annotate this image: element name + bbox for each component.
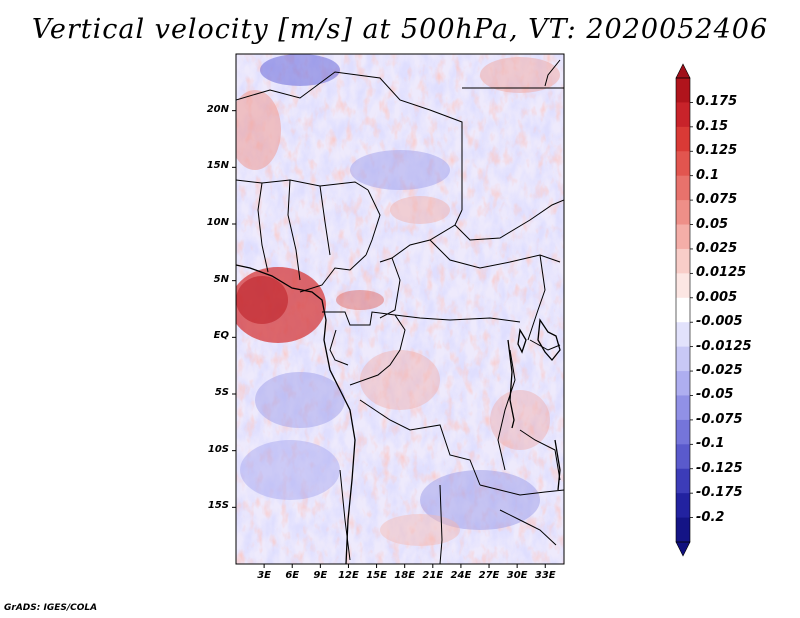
colorbar-label: -0.005 xyxy=(696,314,743,330)
colorbar-label: 0.1 xyxy=(696,167,720,183)
colorbar-label: -0.2 xyxy=(696,509,725,525)
colorbar-label: 0.025 xyxy=(696,240,738,256)
colorbar-frame xyxy=(675,77,691,543)
velocity-field xyxy=(236,54,564,564)
colorbar-segment xyxy=(676,175,690,201)
colorbar-label: 0.05 xyxy=(696,216,729,232)
colorbar-label: -0.0125 xyxy=(696,338,752,354)
colorbar-segment xyxy=(676,346,690,372)
colorbar-segment xyxy=(676,371,690,396)
colorbar-segment xyxy=(676,126,690,152)
country-borders xyxy=(236,59,564,564)
lon-tick-label: 15E xyxy=(366,570,387,581)
map-frame xyxy=(235,53,565,565)
lat-tick-label: 5N xyxy=(213,273,229,285)
lon-tick-label: 24E xyxy=(450,570,472,581)
colorbar-label: -0.125 xyxy=(696,460,743,476)
lon-tick-label: 18E xyxy=(394,570,416,581)
colorbar-segment xyxy=(676,419,690,445)
lon-tick-label: 27E xyxy=(478,570,500,581)
colorbar-label: -0.075 xyxy=(696,411,743,427)
colorbar-label: -0.025 xyxy=(696,363,743,379)
colorbar-bottom-arrow xyxy=(675,541,691,557)
lon-tick-label: 30E xyxy=(506,570,528,581)
colorbar xyxy=(675,63,693,557)
colorbar-segment xyxy=(676,493,690,518)
colorbar-segment xyxy=(676,200,690,225)
colorbar-top-arrow xyxy=(675,63,691,79)
lon-tick-label: 21E xyxy=(422,570,444,581)
lat-tick-label: 20N xyxy=(206,103,229,115)
lat-tick-label: 5S xyxy=(214,387,229,398)
lon-tick-label: 12E xyxy=(338,570,359,581)
lon-tick-label: 3E xyxy=(257,570,271,581)
lat-tick-label: 10S xyxy=(207,443,229,455)
colorbar-segment xyxy=(676,297,690,323)
colorbar-label: 0.15 xyxy=(696,118,729,134)
lat-tick-label: 15S xyxy=(207,500,229,512)
colorbar-segment xyxy=(676,273,690,299)
lon-tick-label: 6E xyxy=(285,570,300,581)
colorbar-segment xyxy=(676,444,690,470)
coastline xyxy=(236,264,561,564)
colorbar-label: 0.175 xyxy=(696,94,738,110)
grads-credit: GrADS: IGES/COLA xyxy=(4,603,98,613)
map-title: Vertical velocity [m/s] at 500hPa, VT: 2… xyxy=(31,14,769,45)
lat-tick-label: 10N xyxy=(206,217,229,228)
colorbar-label: -0.175 xyxy=(696,485,743,501)
colorbar-label: 0.005 xyxy=(696,289,738,305)
axis-ticks xyxy=(232,110,546,568)
lon-tick-label: 33E xyxy=(534,570,556,581)
colorbar-segment xyxy=(676,322,690,348)
colorbar-segment xyxy=(676,395,690,421)
colorbar-label: 0.125 xyxy=(696,143,738,159)
lat-tick-label: 15N xyxy=(206,160,229,172)
lat-tick-label: EQ xyxy=(213,330,229,342)
colorbar-segment xyxy=(676,468,690,494)
colorbar-segment xyxy=(676,102,690,128)
colorbar-segment xyxy=(676,517,690,543)
colorbar-label: -0.1 xyxy=(696,436,725,452)
colorbar-segment xyxy=(676,151,690,177)
colorbar-segment xyxy=(676,78,690,103)
colorbar-segment xyxy=(676,248,690,274)
lon-tick-label: 9E xyxy=(313,570,328,581)
colorbar-segment xyxy=(676,224,690,250)
colorbar-label: -0.05 xyxy=(696,387,734,403)
colorbar-label: 0.075 xyxy=(696,192,738,208)
colorbar-label: 0.0125 xyxy=(696,265,747,281)
